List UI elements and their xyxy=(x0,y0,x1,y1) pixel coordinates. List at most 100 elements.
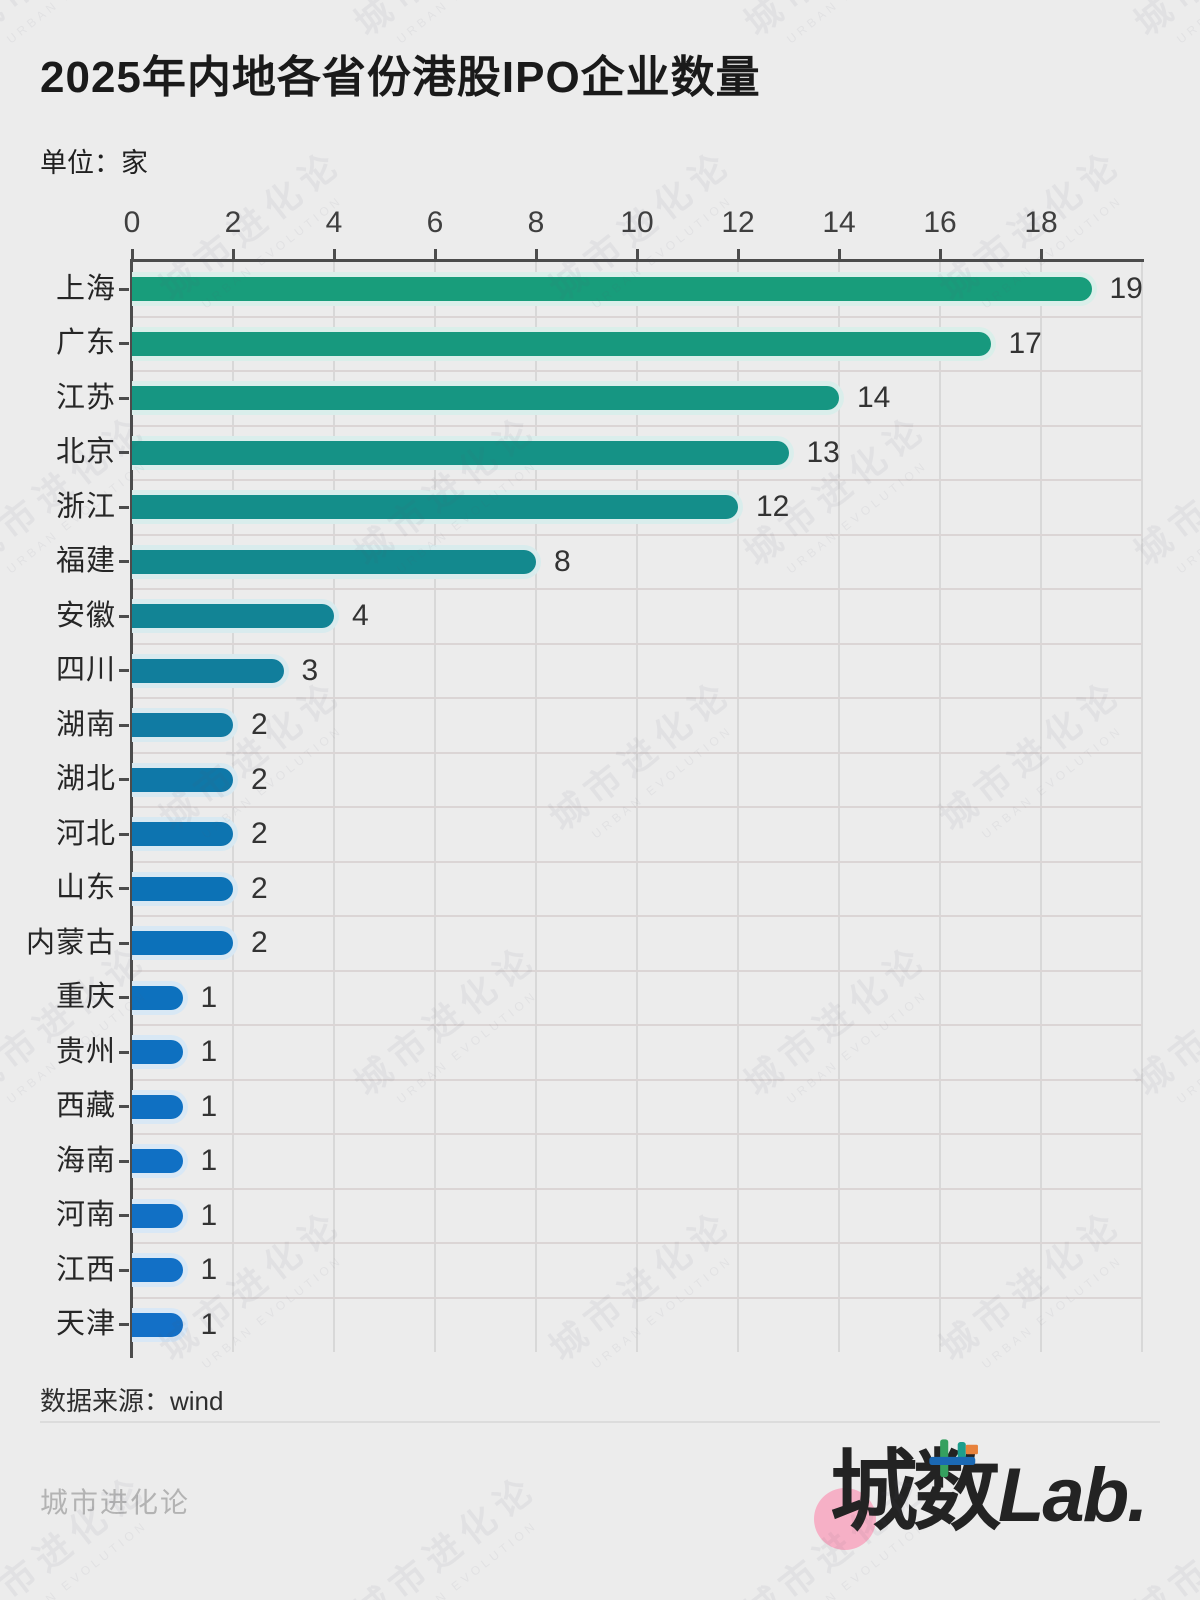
bar xyxy=(132,440,789,465)
y-axis-line xyxy=(130,259,133,1358)
footer-divider xyxy=(40,1421,1160,1423)
grid-line-horizontal xyxy=(132,370,1142,372)
value-label: 19 xyxy=(1109,272,1143,306)
x-tick-label: 8 xyxy=(527,206,545,239)
grid-line-horizontal xyxy=(132,1296,1142,1299)
category-tick-mark xyxy=(119,1214,129,1218)
grid-line-horizontal xyxy=(132,969,1142,972)
value-label: 1 xyxy=(200,1198,218,1232)
category-label: 湖南 xyxy=(55,708,116,741)
category-label: 内蒙古 xyxy=(25,926,116,959)
grid-line-horizontal xyxy=(132,915,1142,917)
x-tick-label: 16 xyxy=(923,206,957,239)
category-tick-mark xyxy=(119,287,129,291)
category-tick-mark xyxy=(119,1050,129,1054)
grid-line-horizontal xyxy=(132,588,1142,590)
category-tick-mark xyxy=(119,1105,129,1109)
bar xyxy=(132,1203,183,1228)
grid-line-horizontal xyxy=(132,424,1142,427)
value-label: 1 xyxy=(200,1253,218,1287)
category-tick-mark xyxy=(119,778,129,782)
bar xyxy=(132,386,839,411)
chart-title: 2025年内地各省份港股IPO企业数量 xyxy=(40,53,761,102)
x-tick-label: 14 xyxy=(822,206,856,239)
x-tick-mark xyxy=(938,249,942,262)
bar xyxy=(132,495,738,520)
x-tick-label: 0 xyxy=(123,206,141,239)
value-label: 1 xyxy=(200,980,218,1014)
category-label: 福建 xyxy=(55,545,116,578)
value-label: 2 xyxy=(251,762,268,796)
brand-logo: 城数 Lab. xyxy=(802,1436,1182,1586)
value-label: 17 xyxy=(1008,326,1042,360)
value-label: 4 xyxy=(352,599,369,633)
category-label: 广东 xyxy=(55,327,116,360)
category-tick-mark xyxy=(119,1268,129,1272)
x-tick-label: 10 xyxy=(620,206,654,239)
category-tick-mark xyxy=(119,941,129,945)
x-tick-mark xyxy=(433,249,437,262)
x-tick-mark xyxy=(736,249,740,262)
x-tick-mark xyxy=(837,249,841,262)
x-axis-line xyxy=(130,259,1144,262)
category-tick-mark xyxy=(119,614,129,618)
x-tick-mark xyxy=(231,249,235,262)
value-label: 2 xyxy=(251,871,268,905)
category-tick-mark xyxy=(119,1323,129,1327)
value-label: 1 xyxy=(200,1035,218,1069)
grid-line-horizontal xyxy=(132,533,1142,536)
bar xyxy=(132,331,991,356)
value-label: 13 xyxy=(806,435,840,469)
grid-line-horizontal xyxy=(132,697,1142,699)
grid-line-horizontal xyxy=(132,751,1142,754)
grid-line-horizontal xyxy=(132,1078,1142,1081)
logo-colored-hash-icon xyxy=(929,1439,978,1478)
x-tick-label: 4 xyxy=(325,206,343,239)
x-tick-mark xyxy=(130,249,134,262)
grid-line-horizontal xyxy=(132,642,1142,645)
category-tick-mark xyxy=(119,887,129,891)
category-tick-mark xyxy=(119,723,129,727)
category-label: 湖北 xyxy=(55,763,116,796)
x-tick-mark xyxy=(332,249,336,262)
data-source-label: 数据来源：wind xyxy=(40,1386,224,1416)
category-tick-mark xyxy=(119,451,129,455)
bar xyxy=(132,822,233,847)
bar xyxy=(132,1094,183,1119)
category-label: 江苏 xyxy=(55,381,116,414)
bar xyxy=(132,985,183,1010)
grid-line-horizontal xyxy=(132,1187,1142,1190)
value-label: 3 xyxy=(301,653,319,687)
category-label: 西藏 xyxy=(55,1090,116,1123)
category-tick-mark xyxy=(119,832,129,836)
category-label: 浙江 xyxy=(55,490,116,523)
grid-line-horizontal xyxy=(132,1242,1142,1244)
category-tick-mark xyxy=(119,505,129,509)
bar xyxy=(132,1149,183,1174)
category-tick-mark xyxy=(119,342,129,346)
value-label: 1 xyxy=(200,1089,218,1123)
bar xyxy=(132,549,536,574)
x-tick-mark xyxy=(534,249,538,262)
x-tick-label: 12 xyxy=(721,206,755,239)
value-label: 12 xyxy=(756,490,790,524)
category-label: 河南 xyxy=(55,1199,116,1232)
bar xyxy=(132,931,233,956)
value-label: 14 xyxy=(857,381,891,415)
category-label: 海南 xyxy=(55,1144,116,1177)
category-label: 山东 xyxy=(55,872,116,905)
category-label: 北京 xyxy=(55,436,116,469)
category-tick-mark xyxy=(119,396,129,400)
category-label: 天津 xyxy=(55,1308,116,1341)
category-label: 贵州 xyxy=(55,1035,116,1068)
value-label: 8 xyxy=(554,544,571,578)
value-label: 2 xyxy=(251,926,268,960)
category-tick-mark xyxy=(119,996,129,1000)
grid-line-horizontal xyxy=(132,1024,1142,1026)
x-tick-label: 2 xyxy=(224,206,242,239)
category-label: 上海 xyxy=(55,272,116,305)
value-label: 1 xyxy=(200,1144,218,1178)
grid-line-horizontal xyxy=(132,479,1142,481)
category-label: 重庆 xyxy=(55,981,116,1014)
